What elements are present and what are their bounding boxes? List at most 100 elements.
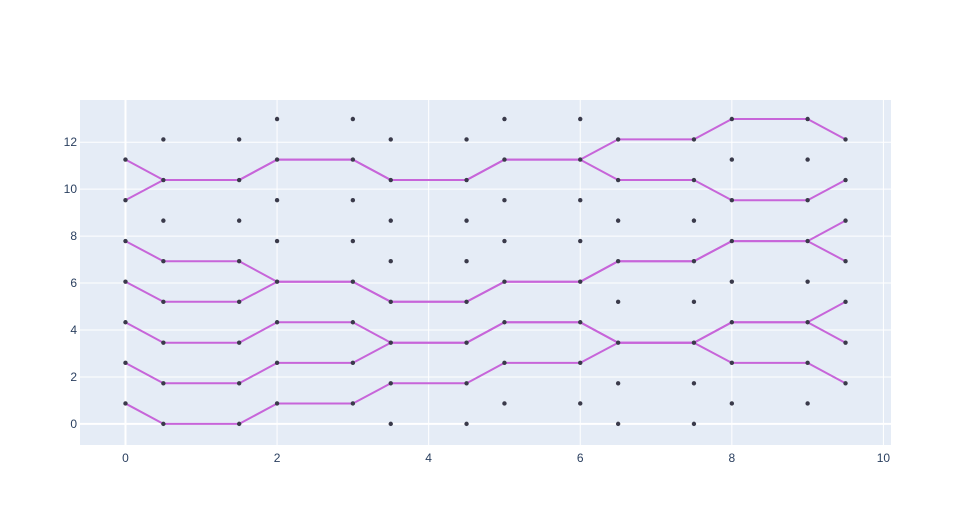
data-point xyxy=(388,381,393,386)
data-point xyxy=(615,177,621,183)
data-point xyxy=(805,360,810,366)
data-point xyxy=(350,116,356,122)
data-point xyxy=(388,137,393,142)
data-point xyxy=(578,401,583,406)
y-tick-label: 2 xyxy=(70,370,77,384)
y-tick-label: 0 xyxy=(70,417,77,431)
data-point xyxy=(464,299,469,305)
data-point xyxy=(615,421,621,427)
data-point xyxy=(843,137,848,142)
data-point xyxy=(615,381,621,386)
data-point xyxy=(502,157,507,162)
data-point xyxy=(161,177,166,183)
data-point xyxy=(691,218,697,223)
data-point xyxy=(843,381,848,386)
data-point xyxy=(236,137,242,142)
data-point xyxy=(578,157,583,162)
data-point xyxy=(502,320,507,325)
data-point xyxy=(350,401,356,406)
data-point xyxy=(691,340,697,345)
data-point xyxy=(350,320,356,325)
data-point xyxy=(236,259,242,264)
data-point xyxy=(615,218,621,223)
data-point xyxy=(388,218,393,223)
y-tick-label: 6 xyxy=(70,276,77,290)
data-point xyxy=(729,238,735,244)
data-point xyxy=(388,340,393,345)
data-point xyxy=(464,218,469,223)
data-point xyxy=(464,381,469,386)
data-point xyxy=(691,381,697,386)
data-point xyxy=(615,137,621,142)
data-point xyxy=(123,157,128,162)
data-point xyxy=(350,198,356,203)
data-point xyxy=(123,401,128,406)
data-point xyxy=(578,360,583,366)
data-point xyxy=(161,259,166,264)
data-point xyxy=(578,116,583,122)
x-tick-label: 8 xyxy=(728,451,735,465)
data-point xyxy=(388,259,393,264)
data-point xyxy=(236,340,242,345)
y-tick-label: 4 xyxy=(70,323,77,337)
data-point xyxy=(729,157,735,162)
data-point xyxy=(388,421,393,427)
data-point xyxy=(161,299,166,305)
data-point xyxy=(578,238,583,244)
data-point xyxy=(502,279,507,284)
data-point xyxy=(843,218,848,223)
data-point xyxy=(843,259,848,264)
data-point xyxy=(236,299,242,305)
data-point xyxy=(502,116,507,122)
y-tick-label: 10 xyxy=(64,182,78,196)
data-point xyxy=(274,401,280,406)
data-point xyxy=(464,177,469,183)
point-layer xyxy=(123,116,848,427)
data-point xyxy=(578,279,583,284)
data-point xyxy=(843,340,848,345)
data-point xyxy=(502,401,507,406)
x-tick-label: 10 xyxy=(877,451,891,465)
path-layer xyxy=(124,118,847,425)
data-point xyxy=(615,259,621,264)
x-tick-label: 6 xyxy=(577,451,584,465)
data-point xyxy=(464,137,469,142)
plot-background xyxy=(80,100,891,445)
data-point xyxy=(388,177,393,183)
data-point xyxy=(350,238,356,244)
data-point xyxy=(123,198,128,203)
data-point xyxy=(805,279,810,284)
data-point xyxy=(578,198,583,203)
data-point xyxy=(805,116,810,122)
data-point xyxy=(236,421,242,427)
data-point xyxy=(236,218,242,223)
data-point xyxy=(274,320,280,325)
series-path xyxy=(124,300,847,344)
data-point xyxy=(464,421,469,427)
series-path xyxy=(124,219,847,303)
data-point xyxy=(729,320,735,325)
data-point xyxy=(274,116,280,122)
data-point xyxy=(502,360,507,366)
data-point xyxy=(691,259,697,264)
data-point xyxy=(274,279,280,284)
data-point xyxy=(161,381,166,386)
data-point xyxy=(805,157,810,162)
data-point xyxy=(729,198,735,203)
data-point xyxy=(729,401,735,406)
data-point xyxy=(691,137,697,142)
series-path xyxy=(124,341,847,425)
data-point xyxy=(578,320,583,325)
data-point xyxy=(691,421,697,427)
data-point xyxy=(691,177,697,183)
data-point xyxy=(805,238,810,244)
y-tick-label: 8 xyxy=(70,229,77,243)
data-point xyxy=(691,299,697,305)
data-point xyxy=(123,279,128,284)
x-tick-label: 2 xyxy=(274,451,281,465)
data-point xyxy=(388,299,393,305)
data-point xyxy=(236,177,242,183)
data-point xyxy=(123,238,128,244)
